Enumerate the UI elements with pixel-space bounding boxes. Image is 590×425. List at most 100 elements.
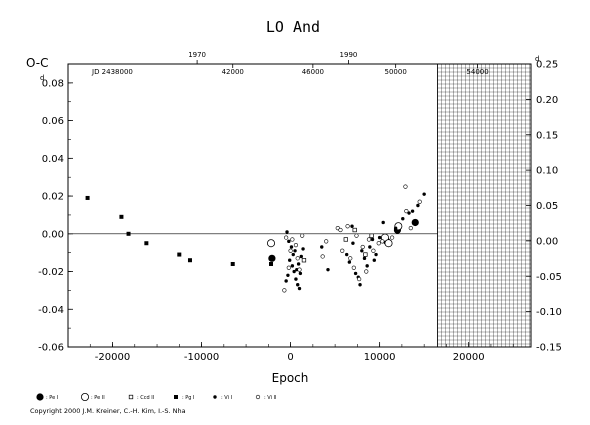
data-point-vi-i — [344, 252, 349, 257]
legend-marker — [128, 394, 134, 400]
data-point-vi-i — [294, 277, 298, 281]
bottom-x-axis: -20000 -10000 0 10000 20000 — [67, 342, 514, 363]
data-point-vi-i — [360, 249, 364, 253]
legend-marker — [213, 395, 217, 399]
chart-title: LO And — [266, 18, 320, 36]
future-region-box — [437, 63, 532, 348]
data-point-vi-i — [290, 264, 295, 268]
right-tick-label: 0.25 — [536, 60, 558, 71]
jd-tick-label: 42000 — [222, 68, 244, 76]
data-point-vi-ii — [288, 248, 293, 253]
data-point-vi-i — [289, 245, 294, 249]
data-point-ccd-ii — [369, 233, 374, 238]
right-tick-label: 0.10 — [536, 166, 558, 177]
y-unit-mark: d — [40, 74, 44, 82]
left-tick-label: 0.04 — [42, 154, 64, 165]
data-point-pg-i — [126, 231, 131, 236]
future-region-grid — [437, 63, 532, 348]
data-point-vi-i — [368, 245, 372, 249]
data-point-vi-ii — [290, 237, 295, 242]
data-point-vi-ii — [340, 248, 345, 253]
data-point-vi-ii — [293, 243, 299, 248]
data-point-pg-i — [269, 261, 274, 266]
data-point-vi-ii — [404, 209, 409, 214]
data-point-vi-i — [362, 256, 367, 261]
bottom-tick-label: -20000 — [95, 352, 130, 363]
data-point-pg-i — [230, 261, 235, 266]
x-axis-label: Epoch — [272, 371, 309, 385]
data-point-vi-i — [350, 224, 354, 228]
y-axis-label: O-C — [26, 56, 49, 70]
data-point-vi-ii — [351, 265, 356, 270]
copyright-note: Copyright 2000 J.M. Kreiner, C.-H. Kim, … — [30, 407, 186, 415]
legend-marker — [255, 394, 261, 400]
left-tick-label: -0.06 — [38, 343, 64, 354]
data-point-pg-i — [119, 214, 124, 219]
year-tick-label: 1990 — [340, 51, 358, 59]
data-point-pg-i — [187, 258, 192, 263]
data-point-vi-i — [297, 286, 302, 291]
legend: : Pe I: Pe II: Ccd II: Pg I: Vi I: Vi II — [36, 392, 277, 401]
legend-label: : Pg I — [182, 395, 195, 401]
data-point-vi-ii — [297, 267, 302, 272]
data-point-vi-i — [347, 260, 352, 264]
data-point-ccd-ii — [363, 252, 368, 257]
jd-axis: 42000 46000 50000 54000 — [222, 64, 489, 76]
data-point-pe-ii — [384, 239, 393, 248]
data-point-ccd-ii — [343, 237, 348, 242]
data-point-vi-ii — [364, 269, 369, 274]
left-y-axis: 0.08 0.06 0.04 0.02 0.00 -0.02 -0.04 -0.06 — [38, 63, 73, 354]
jd-tick-label: 50000 — [385, 68, 407, 76]
data-point-vi-ii — [324, 239, 329, 244]
data-point-pe-i — [268, 254, 276, 262]
data-point-vi-i — [393, 226, 398, 230]
data-point-vi-ii — [366, 237, 372, 242]
data-point-vi-i — [381, 220, 385, 225]
data-point-vi-i — [286, 273, 290, 278]
data-point-vi-i — [288, 258, 292, 262]
data-point-vi-ii — [371, 248, 376, 253]
left-tick-label: 0.08 — [42, 78, 64, 89]
right-tick-label: -0.15 — [536, 343, 562, 354]
right-tick-label: 0.15 — [536, 130, 558, 141]
data-point-vi-ii — [348, 256, 353, 261]
data-point-vi-i — [410, 209, 415, 213]
right-tick-label: 0.20 — [536, 95, 558, 106]
left-tick-label: -0.02 — [38, 267, 64, 278]
left-tick-label: 0.00 — [42, 229, 64, 240]
data-point-pg-i — [144, 241, 149, 246]
right-tick-label: 0.00 — [536, 236, 558, 247]
data-point-vi-i — [291, 252, 295, 257]
data-point-vi-ii — [282, 288, 287, 293]
data-point-vi-i — [301, 247, 305, 251]
data-point-vi-i — [358, 283, 362, 287]
right-tick-label: -0.10 — [536, 307, 562, 318]
jd-prefix-label: JD 2438000 — [91, 68, 133, 76]
year-tick-label: 1970 — [188, 51, 206, 59]
data-point-vi-ii — [408, 226, 413, 231]
legend-label: : Vi II — [264, 395, 277, 401]
jd-tick-label: 46000 — [302, 68, 324, 76]
legend-label: : Ccd II — [137, 395, 154, 401]
data-point-vi-ii — [403, 184, 408, 189]
data-point-vi-ii — [354, 233, 359, 238]
data-point-vi-i — [377, 235, 382, 240]
data-point-vi-i — [299, 254, 303, 259]
data-point-vi-i — [353, 271, 358, 276]
data-point-vi-ii — [376, 241, 381, 246]
data-point-vi-i — [365, 264, 369, 268]
data-point-pg-i — [85, 195, 90, 200]
top-year-axis: 1970 1990 — [188, 51, 357, 64]
data-point-pe-ii — [380, 233, 389, 242]
data-point-vi-ii — [338, 227, 343, 233]
data-point-vi-i — [320, 245, 324, 249]
right-y-axis: 0.25 0.20 0.15 0.10 0.05 0.00 -0.05 -0.10 -0.15 — [526, 60, 562, 354]
data-point-vi-ii — [286, 265, 291, 270]
legend-marker — [174, 395, 178, 399]
data-point-vi-ii — [380, 239, 385, 244]
data-point-ccd-ii — [301, 258, 307, 263]
data-point-vi-ii — [300, 233, 305, 238]
data-point-vi-i — [422, 192, 426, 196]
data-point-vi-ii — [390, 235, 395, 240]
data-point-vi-i — [284, 279, 288, 283]
